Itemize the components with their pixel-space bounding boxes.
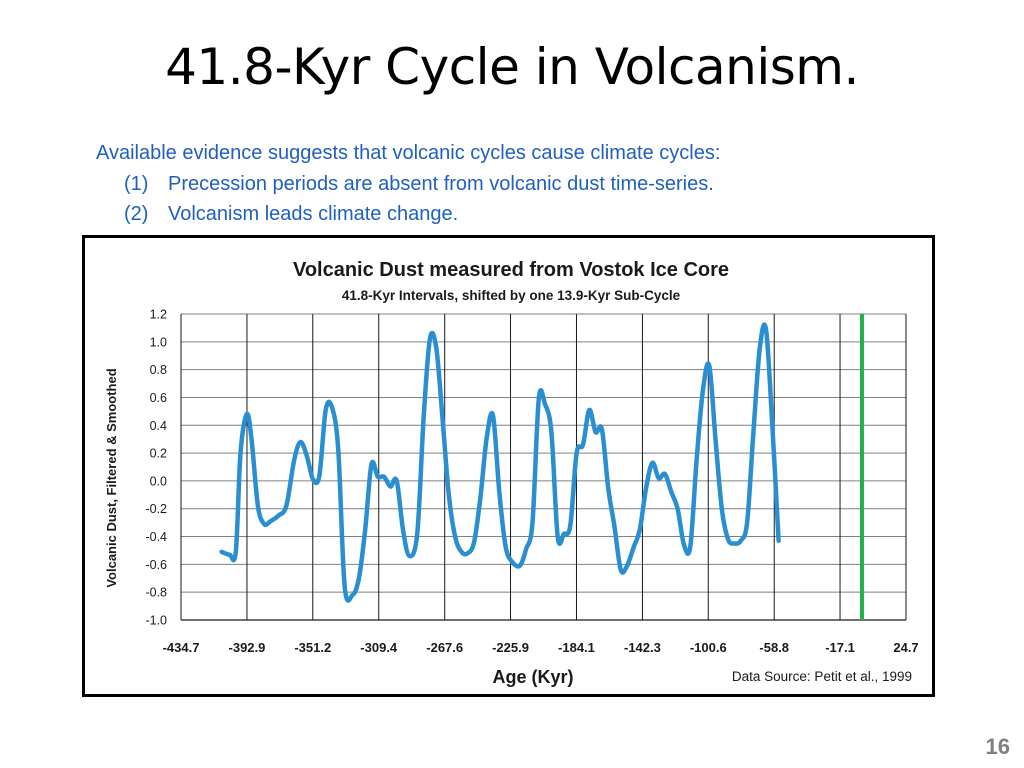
series-line xyxy=(219,322,781,603)
y-tick-label: -0.6 xyxy=(145,558,167,572)
y-axis-label: Volcanic Dust, Filtered & Smoothed xyxy=(104,368,119,587)
y-tick-label: -0.4 xyxy=(145,530,167,544)
x-tick-label: -142.3 xyxy=(624,640,661,655)
x-tick-label: -184.1 xyxy=(558,640,595,655)
y-tick-label: -1.0 xyxy=(145,614,167,628)
y-tick-label: 0.4 xyxy=(150,419,167,433)
page-number: 16 xyxy=(985,734,1010,759)
x-tick-label: -392.9 xyxy=(229,640,266,655)
volcanic-dust-chart: Volcanic Dust measured from Vostok Ice C… xyxy=(104,259,919,687)
intro-text-block: Available evidence suggests that volcani… xyxy=(96,138,720,230)
x-tick-label: 24.7 xyxy=(893,640,918,655)
x-tick-label: -351.2 xyxy=(294,640,331,655)
series-group xyxy=(219,322,781,603)
y-tick-label: -0.2 xyxy=(145,502,167,516)
point-1: (1) Precession periods are absent from vo… xyxy=(96,169,720,200)
y-tick-label: 0.0 xyxy=(150,474,167,488)
x-tick-label: -267.6 xyxy=(426,640,463,655)
y-tick-label: 1.2 xyxy=(150,308,167,322)
intro-line: Available evidence suggests that volcani… xyxy=(96,142,721,164)
chart-subtitle: 41.8-Kyr Intervals, shifted by one 13.9-… xyxy=(342,288,681,303)
point-1-number: (1) xyxy=(124,172,149,195)
y-tick-label: 0.2 xyxy=(150,447,167,461)
x-tick-label: -100.6 xyxy=(690,640,727,655)
y-tick-label: 0.8 xyxy=(150,363,167,377)
x-axis-label: Age (Kyr) xyxy=(492,667,573,687)
point-2-number: (2) xyxy=(124,203,149,225)
point-2-text: Volcanism leads climate change. xyxy=(168,203,459,225)
x-tick-label: -434.7 xyxy=(163,640,200,655)
x-tick-label: -58.8 xyxy=(759,640,789,655)
slide-title: 41.8-Kyr Cycle in Volcanism. xyxy=(165,38,859,96)
x-axis-ticks: -434.7 -392.9 -351.2 -309.4 -267.6 -225.9 -184… xyxy=(163,640,919,655)
y-tick-label: 1.0 xyxy=(150,335,167,349)
chart-frame: Volcanic Dust measured from Vostok Ice C… xyxy=(82,235,935,697)
point-1-text: Precession periods are absent from volca… xyxy=(168,172,714,195)
data-source: Data Source: Petit et al., 1999 xyxy=(732,669,912,684)
point-2: (2) Volcanism leads climate change. xyxy=(96,199,720,230)
x-tick-label: -225.9 xyxy=(492,640,529,655)
x-tick-label: -17.1 xyxy=(825,640,855,655)
chart-title: Volcanic Dust measured from Vostok Ice C… xyxy=(293,259,729,281)
y-axis-ticks: -1.0 -0.8 -0.6 -0.4 -0.2 0.0 0.2 0.4 0.6 0.8 1.0 1.… xyxy=(145,308,167,628)
y-tick-label: 0.6 xyxy=(150,391,167,405)
x-tick-label: -309.4 xyxy=(360,640,398,655)
grid-lines xyxy=(180,313,907,621)
y-tick-label: -0.8 xyxy=(145,586,167,600)
